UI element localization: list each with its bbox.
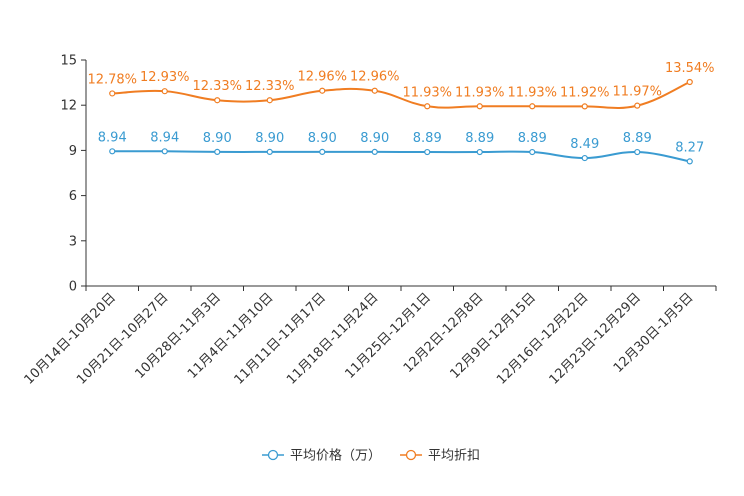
data-point bbox=[634, 102, 641, 109]
data-label: 8.90 bbox=[360, 131, 389, 146]
legend-marker bbox=[267, 449, 279, 461]
data-label: 8.89 bbox=[413, 131, 442, 146]
data-label: 8.89 bbox=[518, 131, 547, 146]
x-category-label: 12月16日-12月22日 bbox=[494, 290, 591, 387]
data-label: 12.96% bbox=[297, 70, 347, 85]
data-label: 12.93% bbox=[140, 70, 190, 85]
data-point bbox=[371, 87, 378, 94]
data-label: 8.90 bbox=[308, 131, 337, 146]
y-tick-label: 15 bbox=[60, 54, 77, 69]
data-label: 12.96% bbox=[350, 70, 400, 85]
data-label: 13.54% bbox=[665, 61, 715, 76]
legend-label: 平均折扣 bbox=[428, 449, 480, 464]
data-point bbox=[529, 103, 536, 110]
data-label: 11.93% bbox=[455, 85, 505, 100]
data-point bbox=[686, 158, 693, 165]
data-point bbox=[161, 88, 168, 95]
data-label: 11.93% bbox=[507, 85, 557, 100]
x-category-label: 10月14日-10月20日 bbox=[22, 290, 119, 387]
data-point bbox=[214, 148, 221, 156]
data-point bbox=[476, 148, 483, 156]
data-label: 8.49 bbox=[570, 137, 599, 152]
data-point bbox=[529, 148, 536, 156]
data-point bbox=[319, 148, 326, 156]
data-point bbox=[581, 103, 588, 110]
data-point bbox=[634, 148, 641, 156]
data-point bbox=[476, 103, 483, 110]
data-label: 12.33% bbox=[245, 79, 295, 94]
data-label: 11.97% bbox=[612, 85, 662, 100]
series-line-2 bbox=[112, 81, 691, 110]
data-point bbox=[424, 103, 431, 110]
data-label: 8.89 bbox=[623, 131, 652, 146]
x-category-label: 11月18日-11月24日 bbox=[284, 290, 381, 387]
data-label: 8.27 bbox=[675, 140, 704, 155]
data-label: 12.78% bbox=[87, 72, 137, 87]
data-label: 8.94 bbox=[150, 130, 179, 145]
data-point bbox=[161, 148, 168, 155]
y-tick-label: 0 bbox=[69, 280, 77, 295]
data-point bbox=[686, 78, 693, 86]
data-point bbox=[109, 148, 116, 155]
data-label: 12.33% bbox=[192, 79, 242, 94]
data-label: 8.89 bbox=[465, 131, 494, 146]
data-label: 11.92% bbox=[560, 85, 610, 100]
data-point bbox=[214, 97, 221, 104]
data-point bbox=[424, 148, 431, 156]
data-label: 8.94 bbox=[98, 130, 127, 145]
y-tick-label: 9 bbox=[69, 144, 77, 159]
x-category-label: 10月21日-10月27日 bbox=[74, 290, 171, 387]
data-label: 8.90 bbox=[203, 131, 232, 146]
legend-label: 平均价格（万） bbox=[290, 448, 381, 464]
data-point bbox=[371, 148, 378, 156]
data-point bbox=[109, 90, 116, 97]
data-label: 11.93% bbox=[402, 85, 452, 100]
series-line-1 bbox=[112, 150, 690, 163]
data-point bbox=[266, 148, 273, 156]
data-point bbox=[266, 97, 273, 104]
x-category-label: 12月23日-12月29日 bbox=[547, 290, 644, 387]
x-category-label: 11月11日-11月17日 bbox=[232, 290, 329, 387]
y-tick-label: 6 bbox=[69, 189, 77, 204]
data-point bbox=[581, 154, 588, 162]
data-point bbox=[319, 87, 326, 94]
legend-marker bbox=[405, 449, 417, 461]
data-label: 8.90 bbox=[255, 131, 284, 146]
y-tick-label: 3 bbox=[69, 234, 77, 249]
y-tick-label: 12 bbox=[60, 99, 77, 114]
